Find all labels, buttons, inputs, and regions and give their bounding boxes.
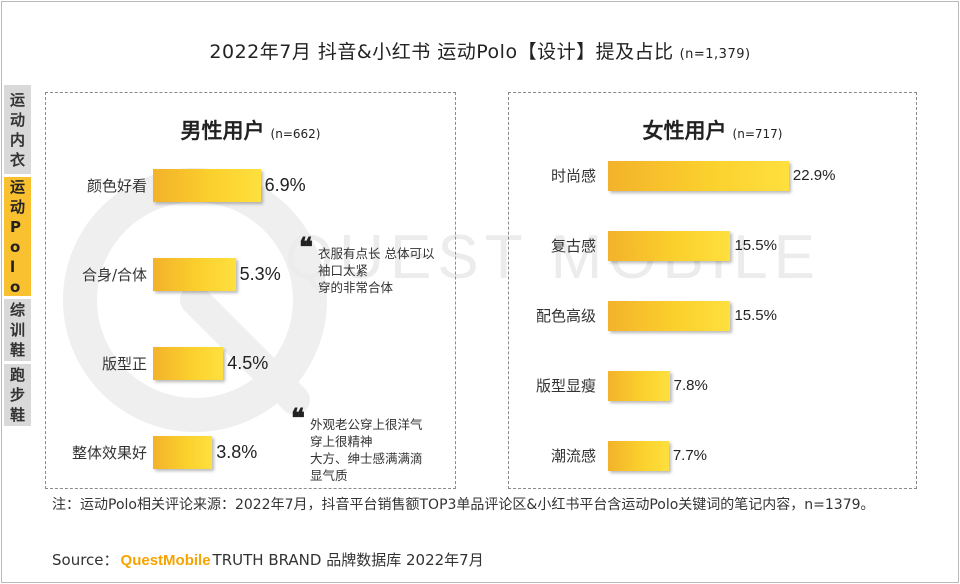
quote-line: 穿的非常合体 [318,280,394,295]
side-tab-running-shoes[interactable]: 跑步鞋 [4,364,31,426]
male-category-label: 版型正 [101,354,147,373]
male-panel-title: 男性用户 (n=662) [46,115,455,145]
male-value-label: 4.5% [227,352,269,373]
chart-title-n: (n=1,379) [679,47,751,62]
male-bar [153,258,236,291]
side-tab-char: o [9,277,21,296]
side-tab-sports-underwear[interactable]: 运动内衣 [4,85,31,174]
side-tab-char: 运 [9,90,25,109]
female-category-label: 潮流感 [550,447,596,465]
male-bar [153,436,213,469]
quote-line: 衣服有点长 总体可以 [318,246,435,261]
female-category-label: 配色高级 [535,307,596,325]
female-panel-title: 女性用户 (n=717) [509,115,916,145]
side-tab-char: 动 [9,110,25,129]
side-tab-char: 衣 [9,150,25,169]
male-quote-1: ❝ 衣服有点长 总体可以 袖口太紧 穿的非常合体 [299,235,435,296]
male-category-label: 合身/合体 [81,265,147,284]
side-tab-char: P [9,217,21,236]
quote-mark-icon: ❝ [291,404,305,433]
male-value-label: 5.3% [239,263,281,284]
side-tab-char: 训 [9,321,25,339]
side-tab-char: 步 [9,386,25,404]
female-value-label: 22.9% [792,166,836,184]
female-value-label: 7.7% [672,446,708,464]
male-panel-n: (n=662) [270,127,321,141]
side-tab-char: 综 [9,301,25,319]
female-bar [608,441,669,471]
female-panel-title-text: 女性用户 [642,119,727,143]
male-panel-title-text: 男性用户 [180,119,265,143]
quote-line: 穿上很精神 [310,434,373,449]
female-value-label: 15.5% [734,306,777,324]
quote-mark-icon: ❝ [299,233,313,262]
male-category-label: 颜色好看 [86,176,147,195]
side-tab-char: 动 [9,197,25,216]
female-panel: 女性用户 (n=717) [508,92,917,489]
source-brand: QuestMobile [120,552,211,569]
source-prefix: Source： [52,551,119,569]
side-tab-char: 内 [9,130,25,149]
female-bar [608,301,731,331]
female-bar [608,161,789,191]
side-tab-char: l [9,257,16,276]
male-category-label: 整体效果好 [71,443,147,462]
female-bar [608,231,731,261]
quote-line: 显气质 [310,468,348,483]
source-suffix: TRUTH BRAND 品牌数据库 2022年7月 [212,551,484,569]
chart-title-text: 2022年7月 抖音&小红书 运动Polo【设计】提及占比 [209,41,674,63]
male-bar [153,347,224,380]
male-quote-2: ❝ 外观老公穿上很洋气 穿上很精神 大方、绅士感满满滴 显气质 [291,406,423,484]
side-tab-char: 跑 [9,366,25,384]
male-bar [153,169,261,202]
male-value-label: 3.8% [216,441,258,462]
female-bar [608,371,670,401]
side-tab-char: o [9,237,21,256]
female-value-label: 7.8% [673,376,708,394]
quote-line: 外观老公穿上很洋气 [310,417,423,432]
side-tab-training-shoes[interactable]: 综训鞋 [4,299,31,361]
footnote: 注：运动Polo相关评论来源：2022年7月，抖音平台销售额TOP3单品评论区&… [52,497,875,513]
side-tab-label: 运动内衣 [10,90,25,170]
source-line: Source： QuestMobile TRUTH BRAND 品牌数据库 2022… [52,549,484,570]
quote-line: 袖口太紧 [318,263,369,278]
female-category-label: 时尚感 [550,167,596,185]
female-category-label: 版型显瘦 [535,377,596,395]
side-tab-char: 运 [9,177,25,196]
male-panel: 男性用户 (n=662) [45,92,456,489]
side-tab-label: 综训鞋 [10,300,25,360]
chart-title: 2022年7月 抖音&小红书 运动Polo【设计】提及占比 (n=1,379) [0,37,960,64]
male-value-label: 6.9% [264,174,306,195]
female-value-label: 15.5% [734,236,777,254]
female-category-label: 复古感 [550,237,596,255]
quote-line: 大方、绅士感满满滴 [310,451,423,466]
female-panel-n: (n=717) [732,127,783,141]
side-tab-char: 鞋 [9,406,25,424]
side-tab-label: 跑步鞋 [10,365,25,425]
side-tab-char: 鞋 [9,341,25,359]
